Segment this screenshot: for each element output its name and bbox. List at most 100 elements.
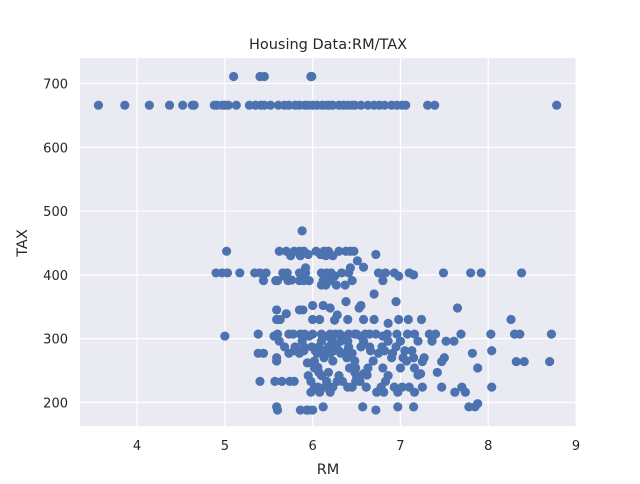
data-point — [189, 100, 199, 110]
data-point — [373, 348, 384, 358]
x-tick-label: 4 — [133, 439, 141, 454]
data-point — [486, 329, 496, 339]
data-point — [358, 402, 368, 412]
data-point — [413, 336, 423, 346]
x-axis-label: RM — [317, 462, 340, 478]
data-point — [302, 358, 312, 368]
data-point — [369, 289, 379, 299]
data-point — [352, 256, 363, 266]
data-point — [391, 297, 401, 307]
data-point — [408, 402, 419, 412]
data-point — [306, 387, 316, 397]
data-point — [258, 275, 269, 286]
data-point — [274, 246, 284, 256]
x-tick-labels: 4 5 6 7 8 9 — [133, 439, 580, 454]
data-point — [303, 249, 313, 260]
y-tick-labels: 200 300 400 500 600 700 — [43, 78, 68, 412]
data-point — [297, 226, 307, 236]
data-point — [253, 329, 263, 339]
data-point — [545, 356, 555, 367]
data-point — [407, 346, 417, 356]
data-point — [318, 300, 328, 311]
data-point — [223, 100, 233, 110]
data-point — [362, 370, 372, 380]
data-point — [519, 356, 529, 367]
data-point — [325, 303, 335, 313]
data-point — [402, 329, 413, 339]
data-point — [392, 329, 402, 339]
data-point — [258, 348, 269, 358]
data-point — [476, 268, 486, 278]
y-tick-label: 500 — [43, 205, 68, 220]
data-point — [272, 356, 282, 366]
y-axis-label: TAX — [15, 229, 31, 258]
y-tick-label: 600 — [43, 141, 68, 156]
data-point — [231, 100, 241, 110]
data-point — [437, 382, 447, 392]
data-point — [337, 268, 347, 278]
data-point — [383, 318, 393, 328]
data-point — [511, 356, 521, 367]
data-point — [378, 275, 388, 286]
data-point — [379, 387, 389, 397]
data-point — [328, 251, 338, 261]
data-point — [417, 382, 427, 392]
x-tick-label: 5 — [221, 439, 229, 454]
data-point — [371, 405, 381, 415]
data-point — [408, 270, 419, 280]
data-point — [449, 336, 459, 346]
data-point — [286, 275, 297, 285]
data-point — [371, 249, 381, 260]
data-point — [393, 387, 403, 397]
data-point — [220, 331, 230, 341]
data-point — [304, 275, 314, 286]
data-point — [342, 353, 352, 363]
data-point — [144, 100, 154, 110]
data-point — [286, 251, 296, 261]
data-point — [284, 348, 294, 358]
data-point — [473, 363, 483, 373]
data-point — [275, 314, 285, 325]
data-point — [164, 100, 175, 110]
data-point — [368, 356, 378, 366]
data-point — [343, 314, 353, 325]
data-point — [222, 246, 232, 256]
data-point — [261, 268, 271, 278]
data-point — [371, 329, 381, 339]
data-point — [487, 346, 497, 356]
data-point — [355, 376, 365, 386]
data-point — [295, 251, 305, 261]
data-point — [430, 100, 440, 110]
data-point — [307, 71, 317, 82]
grid — [80, 58, 577, 426]
data-point — [341, 297, 351, 307]
data-point — [395, 363, 406, 373]
x-tick-label: 7 — [396, 439, 404, 454]
data-point — [319, 353, 329, 363]
data-point — [349, 246, 359, 256]
data-point — [417, 356, 427, 367]
data-point — [380, 268, 391, 278]
y-tick-label: 300 — [43, 333, 68, 348]
data-point — [321, 251, 331, 261]
data-point — [416, 369, 426, 379]
data-point — [432, 367, 442, 378]
data-point — [222, 268, 233, 278]
data-point — [316, 280, 327, 290]
data-point — [369, 314, 379, 325]
data-point — [312, 348, 322, 358]
data-point — [294, 348, 305, 358]
data-point — [358, 262, 369, 272]
data-point — [467, 348, 478, 358]
data-point — [393, 402, 403, 412]
data-point — [437, 356, 447, 367]
data-point — [178, 100, 188, 110]
data-point — [315, 314, 325, 325]
data-point — [328, 356, 338, 366]
data-point — [378, 363, 388, 373]
data-point — [408, 353, 419, 363]
data-point — [516, 268, 527, 278]
data-point — [272, 405, 283, 415]
data-point — [329, 315, 340, 325]
data-point — [438, 268, 449, 278]
